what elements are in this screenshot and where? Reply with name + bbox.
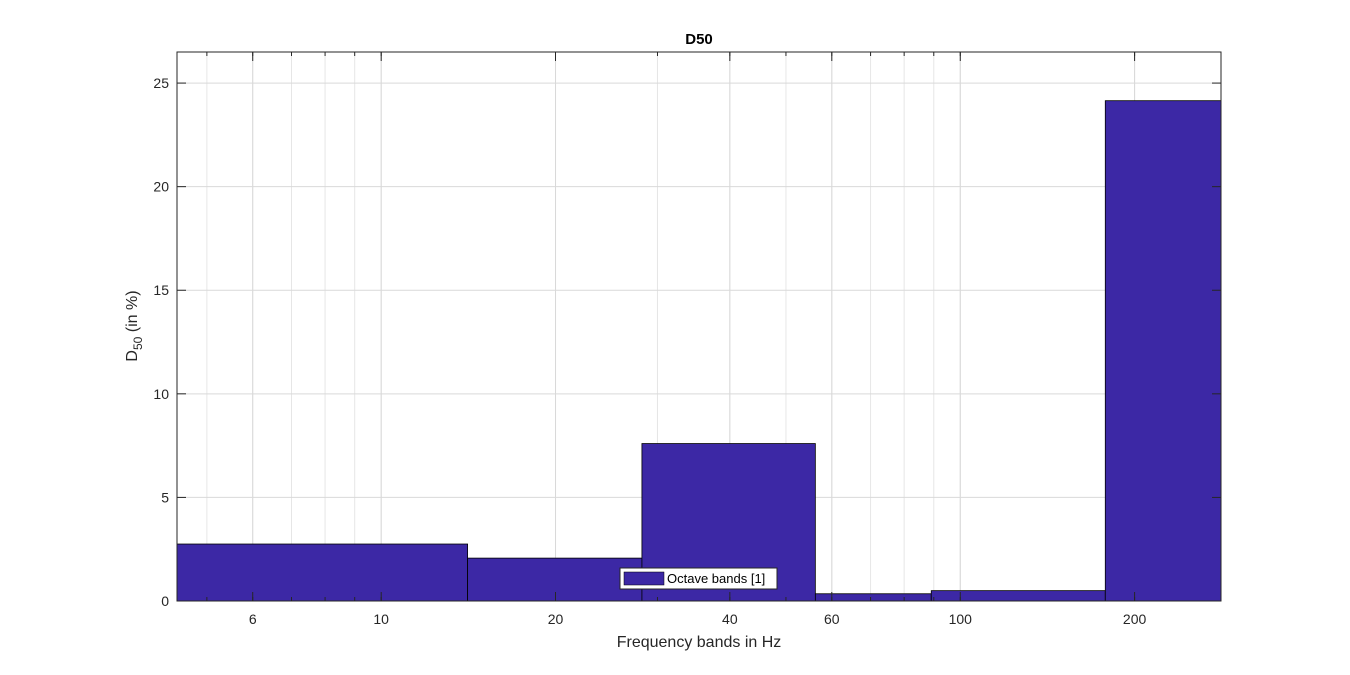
y-tick-label: 25 [153, 75, 169, 91]
x-tick-labels: 6 10 20 40 60 100 200 [249, 611, 1147, 627]
y-axis-label-rest: (in %) [124, 290, 141, 336]
chart-title: D50 [685, 31, 713, 48]
x-tick-label: 40 [722, 611, 738, 627]
legend: Octave bands [1] [619, 567, 778, 590]
legend-swatch [623, 571, 665, 586]
y-axis-label: D50 (in %) [124, 290, 145, 361]
bar [176, 543, 469, 602]
x-tick-label: 200 [1123, 611, 1147, 627]
bar [467, 557, 643, 602]
bar [930, 590, 1106, 602]
y-axis-label-main: D [124, 350, 141, 362]
y-tick-label: 5 [161, 489, 169, 505]
y-tick-label: 0 [161, 593, 169, 609]
plot-frame [176, 51, 1222, 602]
bar [814, 593, 932, 602]
x-tick-label: 10 [373, 611, 389, 627]
x-tick-label: 20 [548, 611, 564, 627]
legend-label: Octave bands [1] [667, 571, 765, 586]
y-tick-labels: 0 5 10 15 20 25 [153, 75, 169, 609]
y-tick-label: 15 [153, 282, 169, 298]
bar [1104, 100, 1222, 602]
x-tick-label: 100 [949, 611, 973, 627]
x-axis-label: Frequency bands in Hz [617, 634, 782, 651]
x-tick-label: 60 [824, 611, 840, 627]
x-tick-label: 6 [249, 611, 257, 627]
y-tick-label: 20 [153, 179, 169, 195]
ticks [177, 52, 1221, 602]
bars [176, 100, 1222, 602]
y-axis-label-sub: 50 [131, 336, 145, 350]
y-tick-label: 10 [153, 386, 169, 402]
